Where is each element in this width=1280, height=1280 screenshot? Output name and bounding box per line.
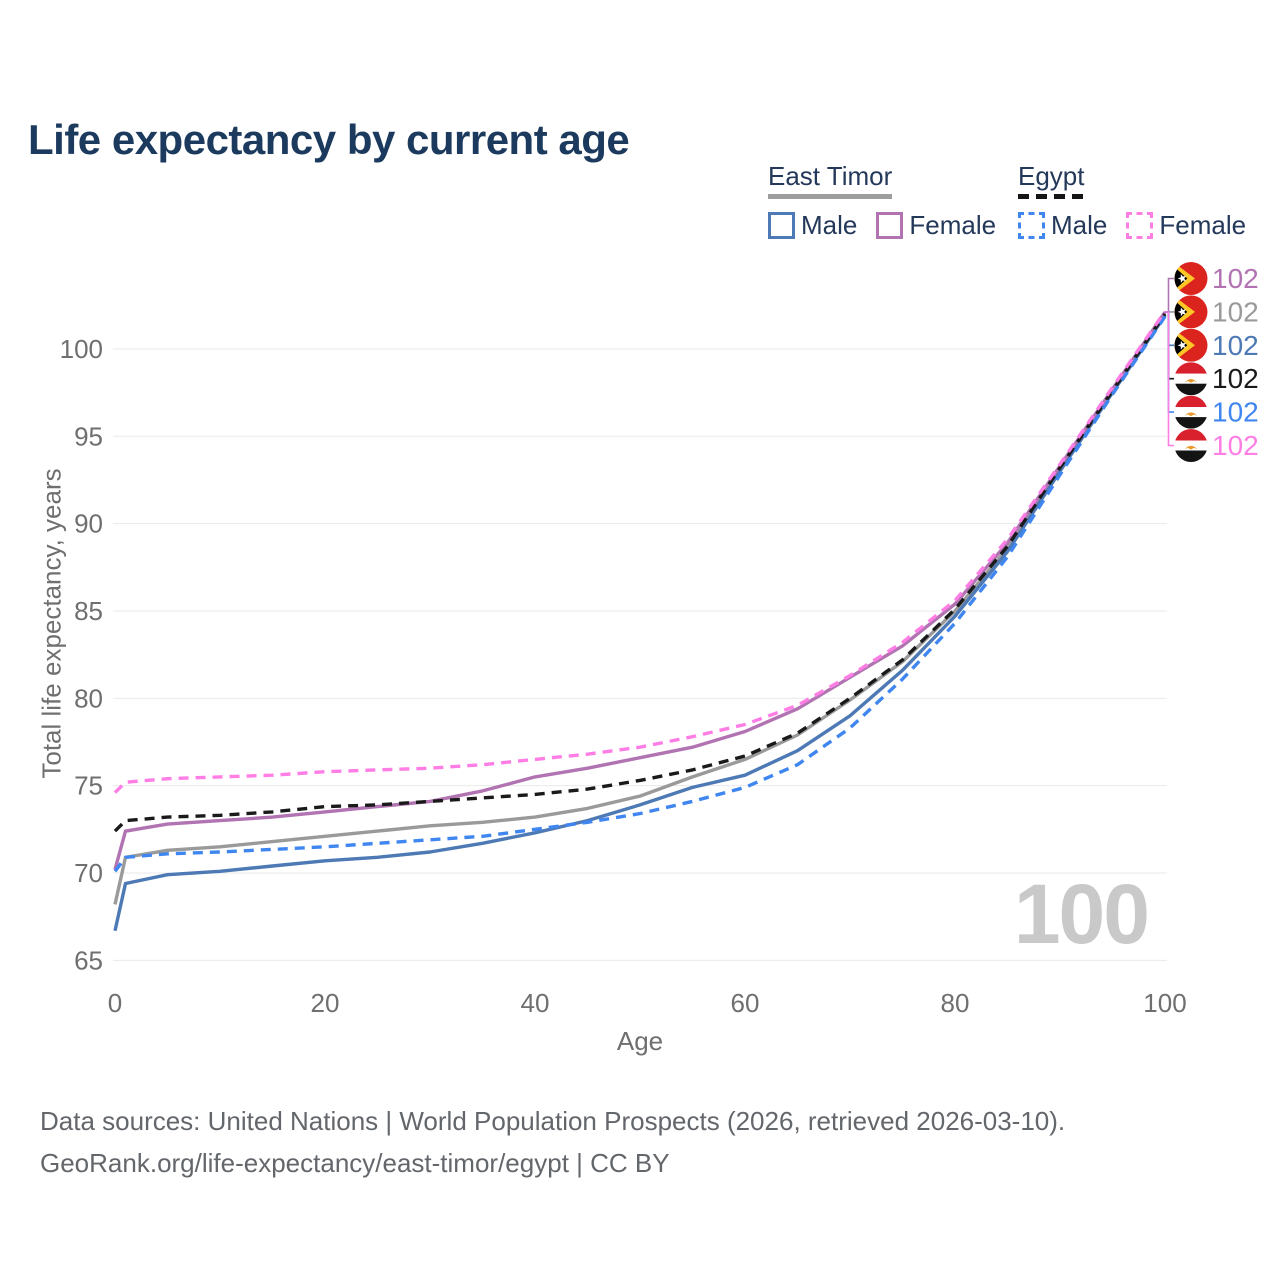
y-tick-label: 90 — [74, 509, 103, 539]
east-timor-flag-icon — [1175, 262, 1208, 295]
y-axis-title: Total life expectancy, years — [36, 468, 67, 779]
swatch-egypt-male — [1018, 212, 1045, 239]
series-line-east-timor-female — [113, 311, 1167, 870]
x-tick-label: 40 — [521, 988, 550, 1018]
swatch-east-timor-female — [876, 212, 904, 239]
x-tick-label: 60 — [731, 988, 760, 1018]
legend-item-egypt-male[interactable]: Male — [1018, 210, 1107, 241]
y-tick-label: 95 — [74, 421, 103, 451]
age-frame-counter: 100 — [1013, 867, 1150, 961]
egypt-flag-icon — [1175, 429, 1208, 462]
legend-item-east-timor-female[interactable]: Female — [876, 210, 996, 241]
y-tick-label: 65 — [74, 945, 103, 975]
y-tick-label: 80 — [74, 683, 103, 713]
swatch-east-timor-male — [768, 212, 795, 239]
x-tick-label: 80 — [941, 988, 970, 1018]
series-end-value: 102 — [1212, 296, 1259, 327]
series-line-egypt-both-sexes — [113, 313, 1167, 833]
y-tick-label: 100 — [60, 334, 103, 364]
series-end-value: 102 — [1212, 397, 1259, 428]
series-line-east-timor-male — [113, 314, 1167, 932]
x-tick-label: 20 — [311, 988, 340, 1018]
axis-tick-labels: 65 70 75 80 85 90 95 100 0 20 40 60 80 100 — [60, 334, 1187, 1018]
swatch-egypt-female — [1126, 212, 1154, 239]
legend-label: Female — [1159, 210, 1247, 240]
legend-country-east-timor[interactable]: East Timor — [768, 161, 893, 191]
legend-country-egypt[interactable]: Egypt — [1018, 161, 1085, 191]
footer-data-sources: Data sources: United Nations | World Pop… — [40, 1106, 1066, 1136]
y-tick-label: 70 — [74, 858, 103, 888]
series-end-value: 102 — [1212, 363, 1259, 394]
leader-line — [1165, 311, 1174, 413]
legend-label: Male — [1051, 210, 1108, 240]
series-line-egypt-female — [113, 310, 1167, 794]
east-timor-flag-icon — [1175, 295, 1208, 328]
legend-group-egypt: Egypt Male Female — [1018, 162, 1265, 241]
series-end-value: 102 — [1212, 430, 1259, 461]
series-end-value: 102 — [1212, 330, 1259, 361]
x-axis-title: Age — [616, 1026, 664, 1056]
legend-item-egypt-female[interactable]: Female — [1126, 210, 1246, 241]
egypt-flag-icon — [1175, 396, 1208, 429]
legend-group-east-timor: East Timor Male Female — [768, 162, 1015, 241]
y-tick-label: 85 — [74, 596, 103, 626]
gridlines — [113, 348, 1167, 961]
legend-line-sample-egypt — [1018, 194, 1084, 199]
series-line-egypt-male — [113, 315, 1167, 873]
leader-line — [1165, 311, 1174, 447]
footer-attribution: GeoRank.org/life-expectancy/east-timor/e… — [40, 1148, 670, 1178]
page-title: Life expectancy by current age — [28, 116, 630, 164]
series-end-value: 102 — [1212, 263, 1259, 294]
legend-line-sample-east-timor — [768, 194, 892, 199]
egypt-flag-icon — [1175, 362, 1208, 395]
east-timor-flag-icon — [1175, 329, 1208, 362]
leader-line — [1165, 311, 1174, 347]
series-lines — [113, 310, 1167, 932]
leader-line — [1165, 277, 1174, 313]
x-tick-label: 100 — [1143, 988, 1186, 1018]
legend-label: Female — [909, 210, 997, 240]
legend-label: Male — [801, 210, 858, 240]
y-tick-label: 75 — [74, 771, 103, 801]
legend-item-east-timor-male[interactable]: Male — [768, 210, 857, 241]
x-tick-label: 0 — [108, 988, 122, 1018]
